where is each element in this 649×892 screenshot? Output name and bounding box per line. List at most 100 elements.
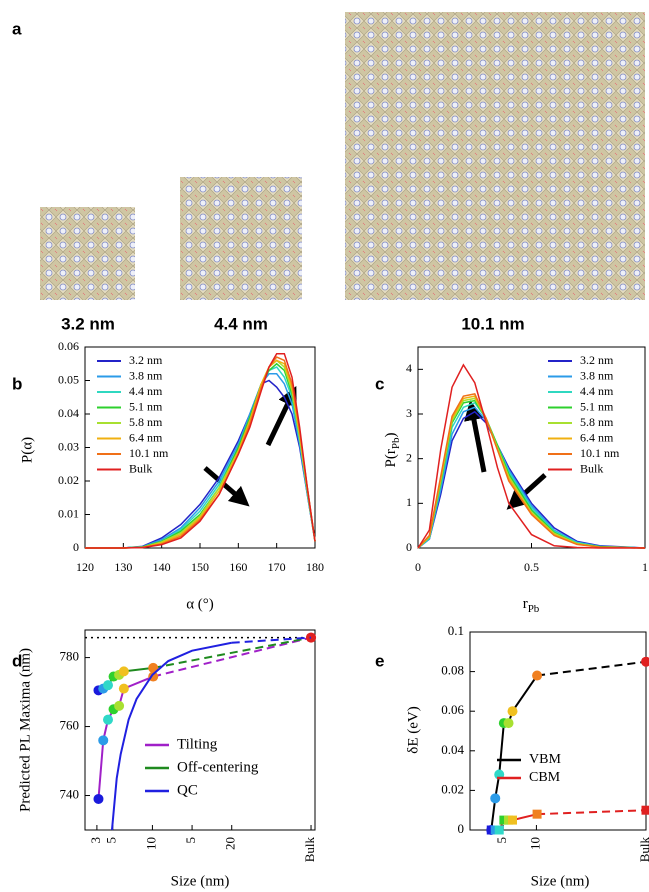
x-tick-label: 10	[143, 837, 158, 850]
data-point	[494, 825, 504, 835]
data-point	[499, 815, 509, 825]
data-point	[98, 735, 109, 746]
series-line	[153, 636, 312, 669]
y-tick-label: 0.04	[441, 742, 464, 757]
panel-letter: d	[12, 651, 22, 670]
y-tick-label: 0.03	[58, 439, 79, 453]
x-tick-label: 1	[642, 560, 648, 574]
data-point	[118, 683, 129, 694]
x-tick-label: Bulk	[302, 837, 317, 863]
y-axis-label: P(α)	[19, 437, 35, 463]
y-tick-label: 2	[406, 450, 412, 464]
legend-label: 4.4 nm	[580, 384, 614, 398]
legend-label: 3.2 nm	[580, 353, 614, 367]
data-point	[118, 666, 129, 677]
y-tick-label: 0	[458, 821, 465, 836]
x-tick-label: 10	[527, 837, 542, 850]
legend-label: 5.1 nm	[129, 399, 163, 413]
legend-label: CBM	[529, 770, 561, 785]
y-tick-label: 740	[60, 787, 80, 802]
panel-letter: a	[12, 19, 22, 38]
data-point	[641, 656, 649, 667]
plot-frame	[84, 629, 316, 831]
structure-image	[180, 177, 302, 300]
x-tick-label: 20	[223, 837, 238, 850]
x-tick-label: 5	[183, 837, 198, 844]
data-point	[148, 662, 159, 673]
y-tick-label: 0.04	[58, 406, 79, 420]
label-part: Pb	[528, 603, 540, 615]
label-part: r	[523, 596, 528, 612]
x-axis-label: rPb	[523, 596, 540, 614]
y-tick-label: 4	[406, 361, 412, 375]
y-tick-label: 780	[60, 649, 80, 664]
series-line	[85, 352, 316, 549]
y-tick-label: 0.05	[58, 372, 79, 386]
legend-label: 3.8 nm	[129, 368, 163, 382]
legend-label: 4.4 nm	[129, 384, 163, 398]
legend-label: Bulk	[580, 461, 603, 475]
y-tick-label: 0.01	[58, 506, 79, 520]
x-tick-label: 150	[191, 560, 209, 574]
x-tick-label: 160	[229, 560, 247, 574]
data-point	[306, 632, 317, 643]
panel-letter: e	[375, 651, 384, 670]
legend-label: 6.4 nm	[580, 430, 614, 444]
series-line	[536, 660, 647, 677]
plot-frame	[469, 631, 647, 831]
structure-label: 10.1 nm	[461, 314, 524, 333]
x-axis-label: α (°)	[186, 596, 214, 612]
y-tick-label: 0.08	[441, 663, 464, 678]
legend-label: 6.4 nm	[129, 430, 163, 444]
legend-label: Bulk	[129, 461, 152, 475]
data-point	[103, 680, 113, 691]
data-point	[490, 793, 501, 804]
structure-image	[40, 207, 135, 300]
data-point	[641, 805, 649, 815]
label-part: P(r	[383, 449, 399, 467]
x-tick-label: 3	[88, 837, 103, 844]
legend-label: 5.1 nm	[580, 399, 614, 413]
x-axis-label: Size (nm)	[531, 873, 590, 889]
x-tick-label: 0	[415, 560, 421, 574]
structure-label: 4.4 nm	[214, 314, 268, 333]
y-tick-label: 0.06	[58, 339, 79, 353]
y-axis-label: Predicted PL Maxima (nm)	[17, 648, 33, 812]
trend-arrow	[464, 400, 487, 473]
y-axis-label: P(rPb)	[383, 433, 401, 468]
data-point	[507, 706, 518, 717]
x-tick-label: 5	[104, 837, 119, 844]
y-tick-label: 0	[406, 540, 412, 554]
data-point	[114, 700, 125, 711]
series-line	[417, 363, 645, 549]
y-tick-label: 0.06	[441, 702, 464, 717]
data-point	[508, 815, 518, 825]
label-part: Pb	[390, 437, 402, 449]
y-tick-label: 760	[60, 718, 80, 733]
data-point	[93, 793, 104, 804]
legend-label: 10.1 nm	[580, 446, 620, 460]
data-point	[532, 809, 542, 819]
x-axis-label: Size (nm)	[171, 873, 230, 889]
structure-image	[345, 12, 645, 300]
x-tick-label: 0.5	[524, 560, 539, 574]
legend-label: VBM	[529, 752, 561, 767]
series-line	[231, 636, 312, 644]
trend-arrow	[265, 385, 297, 447]
y-tick-label: 0.02	[58, 473, 79, 487]
legend-label: Off-centering	[177, 759, 259, 775]
series-line	[417, 393, 646, 549]
x-tick-label: 140	[153, 560, 171, 574]
data-point	[103, 714, 113, 725]
x-tick-label: 130	[114, 560, 132, 574]
y-axis-label: δE (eV)	[405, 706, 421, 753]
panel-letter: c	[375, 374, 384, 393]
trend-arrow	[506, 473, 547, 510]
x-tick-label: 120	[76, 560, 94, 574]
series-line	[85, 373, 316, 549]
y-tick-label: 1	[406, 495, 412, 509]
series-line	[537, 809, 647, 816]
label-part: )	[383, 433, 399, 438]
legend-label: 10.1 nm	[129, 446, 169, 460]
